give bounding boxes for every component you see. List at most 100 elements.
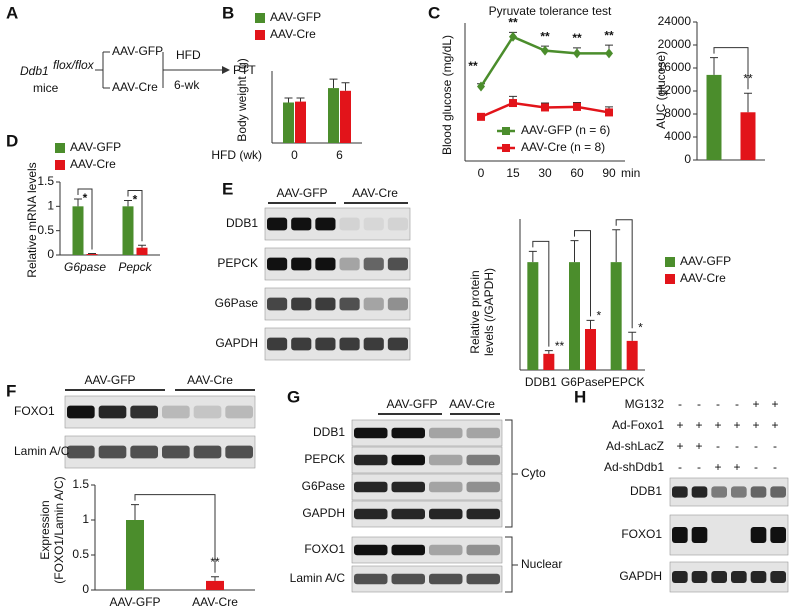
marker (477, 112, 485, 121)
row-label: FOXO1 (621, 527, 662, 541)
blot-band (391, 481, 425, 493)
row-label: DDB1 (313, 425, 345, 439)
panel-label: B (222, 3, 234, 22)
blot-band (750, 571, 767, 583)
y-tick-label: 24000 (658, 14, 692, 28)
fraction-bracket (505, 419, 518, 528)
error-bar (710, 57, 718, 75)
annotation: ** (743, 71, 753, 85)
blot-band (98, 405, 127, 419)
legend-swatch (55, 160, 65, 170)
blot-background (264, 247, 411, 281)
bar (569, 262, 580, 370)
significance-bracket (77, 188, 93, 250)
bar (283, 102, 294, 143)
bar (740, 112, 756, 160)
bar (328, 88, 339, 143)
legend-label: AAV-GFP (70, 140, 121, 154)
bar (295, 101, 306, 143)
blot-band (429, 573, 463, 585)
blot-background (264, 207, 411, 241)
condition-label: Ad-Foxo1 (612, 418, 664, 432)
y-axis-label: Relative mRNA levels (25, 162, 39, 277)
bar (72, 206, 84, 255)
blot-band (672, 571, 688, 583)
x-tick-label: 60 (570, 166, 584, 180)
legend-swatch (502, 144, 510, 152)
significance-bracket (127, 189, 143, 242)
bar (610, 262, 622, 370)
condition-sign: - (697, 460, 701, 474)
strain: Ddb1 (20, 64, 49, 78)
error-bar (138, 244, 146, 248)
group-label: AAV-GFP (276, 186, 327, 200)
y-tick-label: 0 (82, 582, 89, 596)
annotation: * (597, 309, 602, 323)
condition-sign: - (773, 460, 777, 474)
blot-band (429, 544, 463, 556)
blot-band (391, 544, 425, 556)
treatment: HFD (176, 48, 201, 62)
blot-background (64, 435, 256, 469)
annotation: ** (468, 59, 478, 73)
group-label: AAV-GFP (386, 397, 437, 411)
blot-band (429, 427, 463, 439)
error-bar (528, 250, 537, 263)
error-bar (284, 97, 293, 103)
bar (706, 74, 722, 160)
blot-band (267, 297, 288, 311)
blot-band (225, 445, 253, 459)
bar (206, 580, 224, 590)
row-label: G6Pase (215, 296, 259, 310)
schematic-bracket (95, 51, 110, 89)
legend-label: AAV-Cre (270, 27, 316, 41)
error-bar (296, 97, 305, 102)
x-tick-label: G6pase (64, 260, 106, 274)
condition-sign: - (754, 460, 758, 474)
blot-band (387, 257, 408, 271)
blot-band (67, 445, 95, 459)
blot-band (339, 217, 360, 231)
panel-label: G (287, 387, 300, 406)
condition-sign: + (733, 460, 740, 474)
legend-label: AAV-GFP (n = 6) (521, 123, 610, 137)
blot-band (387, 217, 408, 231)
blot-band (193, 405, 222, 419)
blot-band (267, 337, 288, 351)
condition-label: MG132 (625, 397, 665, 411)
annotation: ** (572, 31, 582, 45)
y-tick-label: 1 (82, 512, 89, 526)
y-tick-label: 1.5 (72, 477, 89, 491)
blot-band (291, 337, 312, 351)
blot-band (391, 454, 425, 466)
legend-swatch (255, 30, 265, 40)
y-tick-label: 1 (47, 199, 54, 213)
row-label: GAPDH (215, 336, 258, 350)
blot-background (264, 327, 411, 361)
x-axis-label: min (621, 166, 640, 180)
significance-bracket (713, 47, 749, 90)
blot-band (354, 481, 388, 493)
blot-band (691, 486, 708, 498)
y-tick-label: 0.5 (72, 547, 89, 561)
blot-band (466, 573, 500, 585)
blot-band (193, 445, 222, 459)
annotation: ** (508, 16, 518, 30)
bar (527, 262, 539, 370)
arrow-head (222, 66, 230, 74)
error-bar (124, 199, 132, 207)
blot-band (291, 297, 312, 311)
legend-swatch (665, 257, 675, 267)
y-tick-label: 0.5 (37, 223, 54, 237)
blot-band (711, 571, 727, 583)
blot-band (387, 297, 408, 311)
blot-band (339, 337, 360, 351)
marker (541, 45, 549, 56)
condition-sign: + (752, 418, 759, 432)
blot-band (225, 405, 253, 419)
condition-sign: - (678, 397, 682, 411)
blot-band (691, 527, 708, 543)
blot-band (354, 454, 388, 466)
bar (585, 329, 596, 370)
blot-band (466, 508, 500, 520)
